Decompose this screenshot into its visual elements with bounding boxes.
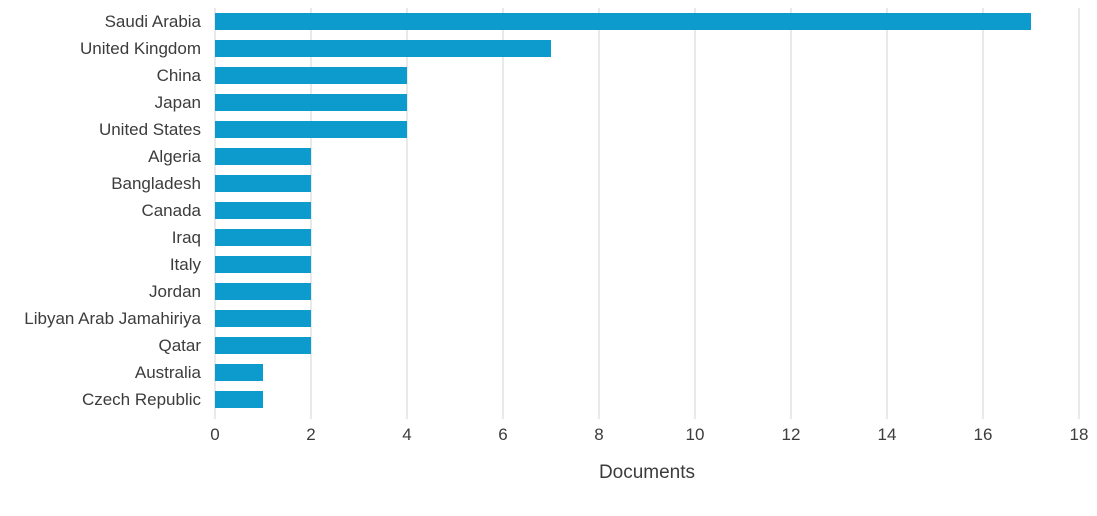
bar: [215, 40, 551, 57]
x-tick-label: 16: [973, 425, 993, 444]
bar: [215, 283, 311, 300]
x-axis-title: Documents: [598, 462, 696, 483]
gridline: [310, 8, 312, 419]
category-label: Qatar: [158, 335, 201, 355]
gridline: [406, 8, 408, 419]
category-label: Italy: [169, 254, 201, 274]
category-label: Czech Republic: [81, 389, 201, 409]
bar-row: [215, 224, 1079, 251]
bar: [215, 256, 311, 273]
bar: [215, 310, 311, 327]
x-tick-label: 14: [877, 425, 897, 444]
x-tick-label: 18: [1069, 425, 1089, 444]
x-tick-label: 10: [685, 425, 705, 444]
bar: [215, 364, 263, 381]
bar: [215, 148, 311, 165]
x-tick-label: 0: [210, 425, 220, 444]
bar-row: [215, 278, 1079, 305]
category-label: Australia: [134, 362, 201, 382]
category-label: Canada: [141, 200, 201, 220]
bar: [215, 67, 407, 84]
bar-row: [215, 251, 1079, 278]
category-label: Libyan Arab Jamahiriya: [24, 308, 201, 328]
bar-row: [215, 8, 1079, 35]
bar: [215, 13, 1031, 30]
category-label: Japan: [154, 92, 201, 112]
bar-layer: [215, 8, 1079, 413]
gridline: [1078, 8, 1080, 419]
bar-row: [215, 89, 1079, 116]
gridline: [501, 8, 504, 419]
category-label: Bangladesh: [111, 173, 201, 193]
bar-row: [215, 305, 1079, 332]
x-tick-label: 12: [781, 425, 801, 444]
plot-area: [214, 8, 1080, 419]
category-label: Algeria: [148, 146, 201, 166]
x-tick-label: 8: [594, 425, 604, 444]
gridline: [789, 8, 792, 419]
bar: [215, 175, 311, 192]
bar: [215, 229, 311, 246]
bar: [215, 94, 407, 111]
category-label: Jordan: [149, 281, 201, 301]
category-label: United Kingdom: [80, 38, 201, 58]
gridline: [598, 8, 600, 419]
x-tick-label: 2: [306, 425, 316, 444]
category-label: Iraq: [171, 227, 201, 247]
bar: [215, 337, 311, 354]
x-tick-label: 4: [402, 425, 412, 444]
gridline: [886, 8, 888, 419]
bar-row: [215, 35, 1079, 62]
bar: [215, 202, 311, 219]
bar-row: [215, 359, 1079, 386]
gridline: [694, 8, 696, 419]
bar-row: [215, 170, 1079, 197]
bar-row: [215, 197, 1079, 224]
category-label: United States: [98, 119, 201, 139]
bar-row: [215, 332, 1079, 359]
category-label: China: [156, 65, 201, 85]
x-tick-label: 6: [498, 425, 508, 444]
bar: [215, 391, 263, 408]
category-label: Saudi Arabia: [104, 11, 201, 31]
bar-row: [215, 62, 1079, 89]
category-axis: Saudi Arabia United Kingdom China Japan Unit…: [0, 8, 201, 413]
gridline: [982, 8, 984, 419]
bar-row: [215, 386, 1079, 413]
bar: [215, 121, 407, 138]
bar-row: [215, 143, 1079, 170]
bar-row: [215, 116, 1079, 143]
